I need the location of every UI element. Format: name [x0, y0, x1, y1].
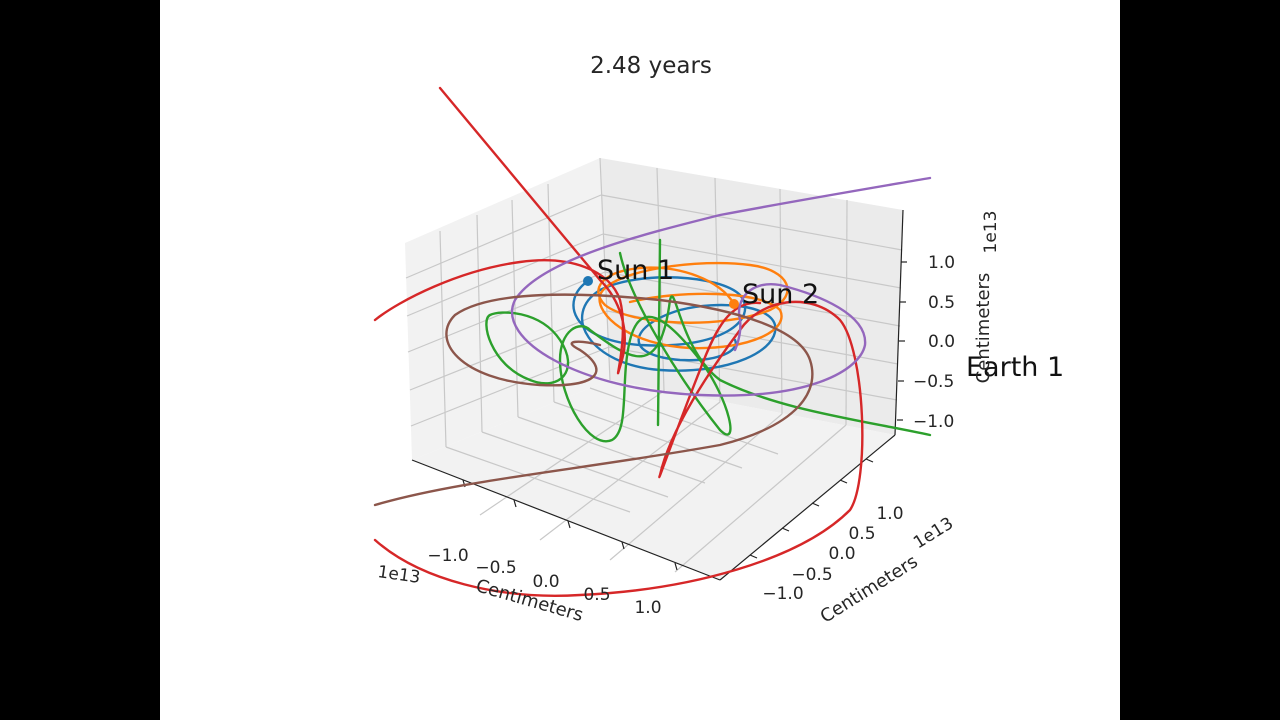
grid-line — [600, 194, 903, 251]
chart-title: 2.48 years — [590, 53, 712, 79]
z-tick-label: −1.0 — [913, 412, 954, 432]
grid-line — [409, 310, 608, 391]
x-tick-mark — [567, 520, 571, 529]
3d-orbit-plot: Sun 1 Sun 2 Earth 1 2.48 years −1.0 −0.5… — [373, 53, 1064, 628]
y-tick-labels: −1.0 −0.5 0.0 0.5 1.0 — [762, 504, 903, 604]
z-tick-labels: 1.0 0.5 0.0 −0.5 −1.0 — [913, 253, 955, 432]
figure-canvas: Sun 1 Sun 2 Earth 1 2.48 years −1.0 −0.5… — [160, 0, 1120, 720]
series-line-red — [373, 86, 864, 597]
y-tick-mark — [839, 479, 848, 484]
y-axis-line — [719, 434, 896, 581]
y-tick-mark — [781, 527, 790, 532]
z-axis-label: Centimeters — [973, 273, 994, 384]
sun-1-marker — [583, 276, 593, 286]
x-tick-label: 0.0 — [532, 572, 559, 592]
grid-line — [609, 413, 783, 561]
y-tick-label: 0.5 — [848, 524, 875, 544]
y-tick-label: −0.5 — [791, 565, 832, 585]
trajectories — [373, 86, 932, 597]
series-line-purple — [510, 176, 932, 397]
grid-line — [479, 390, 665, 516]
z-tick-label: −0.5 — [913, 372, 954, 392]
grid-line — [602, 233, 902, 289]
x-tick-label: 1.0 — [634, 598, 661, 618]
y-offset-label: 1e13 — [910, 514, 957, 554]
z-offset-label: 1e13 — [981, 211, 1001, 254]
y-tick-label: −1.0 — [762, 584, 803, 604]
x-tick-mark — [674, 562, 678, 571]
series-line-sun-2 — [597, 261, 789, 350]
grid-line — [439, 230, 447, 448]
x-tick-label: 0.5 — [583, 585, 610, 605]
grid-line — [406, 233, 604, 317]
grid-line — [410, 346, 610, 427]
floor-pane — [412, 380, 895, 580]
z-axis-line — [894, 209, 904, 436]
body-markers — [583, 276, 739, 309]
y-tick-mark — [749, 554, 758, 559]
grid-line — [481, 431, 669, 498]
z-tick-label: 0.0 — [928, 332, 955, 352]
y-tick-mark — [811, 502, 820, 507]
annotation-sun-2: Sun 2 — [742, 279, 819, 310]
grid-line — [553, 401, 743, 469]
sun-2-marker — [729, 299, 739, 309]
x-axis-label: Centimeters — [473, 575, 585, 626]
grid-line — [405, 194, 602, 279]
grid-line — [517, 416, 706, 484]
x-tick-label: −1.0 — [427, 546, 468, 566]
x-tick-mark — [621, 541, 625, 550]
z-tick-label: 0.5 — [928, 293, 955, 313]
y-tick-label: 0.0 — [828, 544, 855, 564]
grid-line — [674, 424, 847, 573]
x-tick-mark — [513, 499, 517, 508]
x-tick-labels: −1.0 −0.5 0.0 0.5 1.0 — [427, 546, 661, 618]
grid-line — [445, 446, 631, 513]
grid-line — [589, 387, 779, 455]
grid-line — [539, 401, 721, 541]
series-line-earth-1 — [485, 238, 932, 443]
y-tick-mark — [865, 458, 874, 463]
y-tick-label: 1.0 — [876, 504, 903, 524]
annotation-earth-1: Earth 1 — [966, 352, 1064, 383]
series-line-brown — [373, 293, 814, 507]
x-tick-label: −0.5 — [475, 558, 516, 578]
annotation-sun-1: Sun 1 — [597, 255, 674, 286]
z-tick-label: 1.0 — [928, 253, 955, 273]
